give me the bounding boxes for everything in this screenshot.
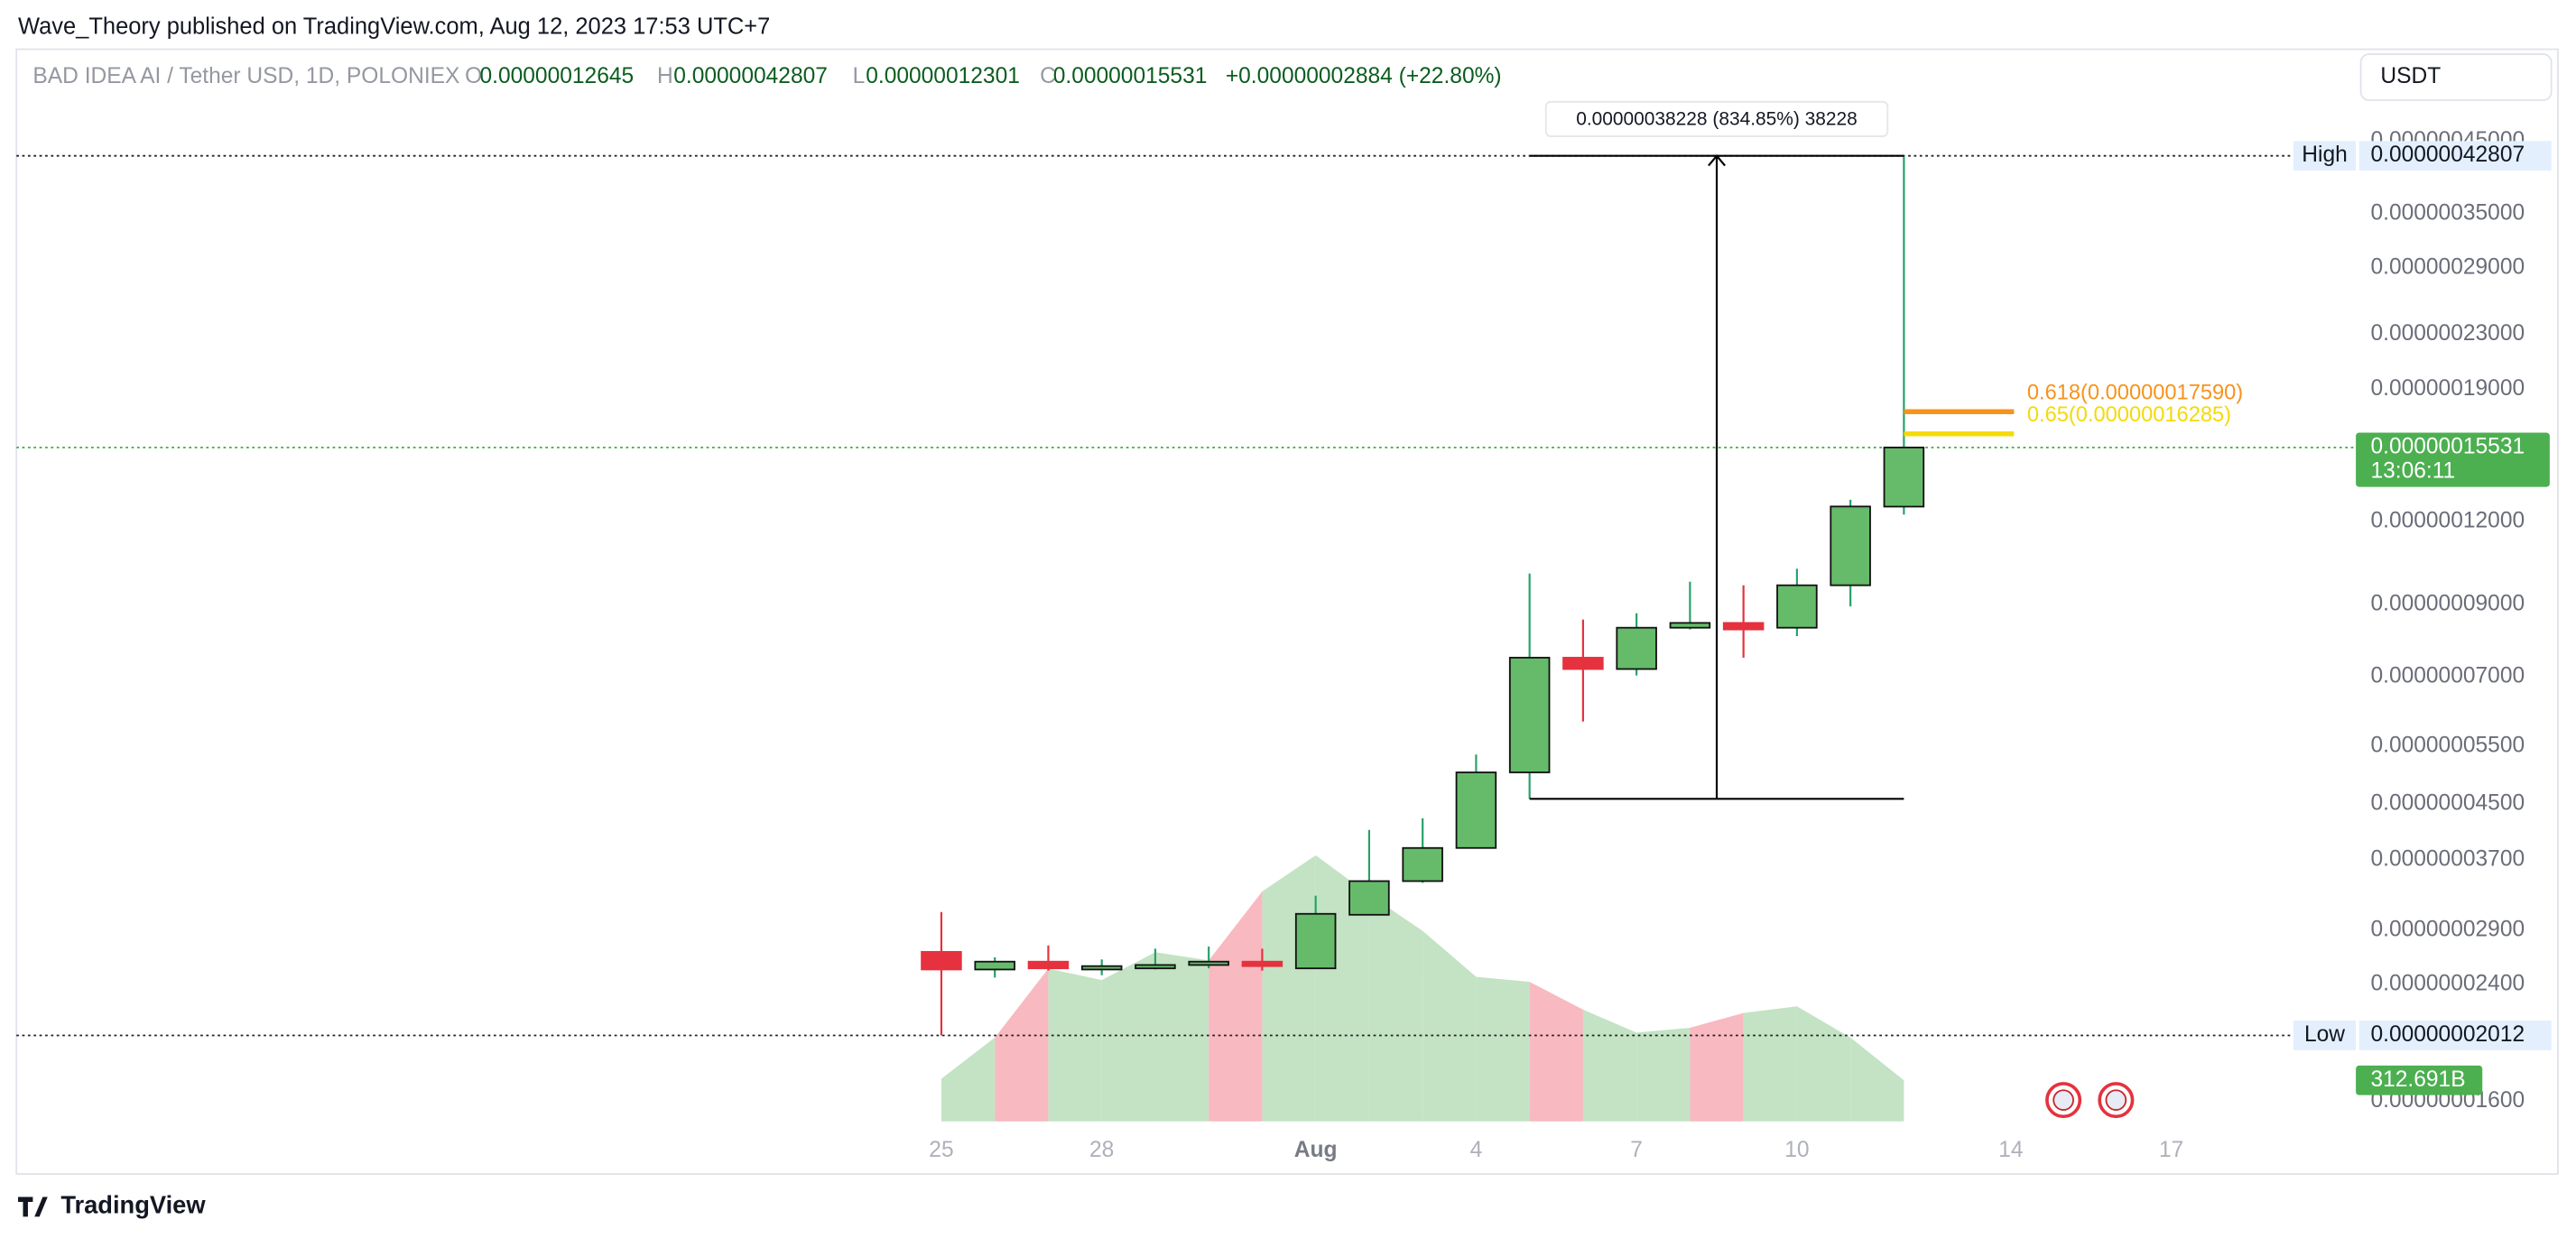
ohlc-key: C [1040, 64, 1056, 88]
x-tick-label: 10 [1784, 1138, 1809, 1162]
volume-area [1476, 976, 1530, 1122]
currency-button[interactable] [2359, 53, 2553, 101]
price-tag-name-bg [2293, 1021, 2357, 1050]
candle-body [1294, 912, 1337, 970]
price-tag-value: 0.00000042807 [2370, 143, 2525, 167]
fib-label: 0.618(0.00000017590) [2027, 381, 2243, 404]
volume-area [1529, 982, 1583, 1122]
volume-area [1422, 930, 1477, 1122]
candle-body [921, 950, 962, 971]
brand-logo [18, 1196, 48, 1217]
y-tick-label: 0.00000012000 [2370, 509, 2525, 533]
ohlc-value: 0.00000015531 [1053, 64, 1208, 88]
x-tick-label: 7 [1630, 1138, 1643, 1162]
candle-body [1188, 960, 1229, 966]
volume-area [1636, 1028, 1691, 1122]
price-tag-name: High [2302, 143, 2347, 167]
volume-label: 312.691B [2370, 1067, 2465, 1092]
measure-arrowhead [1708, 153, 1726, 167]
price-tag-bg [2358, 141, 2552, 171]
last-price-countdown: 13:06:11 [2370, 459, 2455, 484]
y-tick-label: 0.00000002400 [2370, 972, 2525, 996]
y-tick-label: 0.00000035000 [2370, 200, 2525, 225]
volume-area [1690, 1012, 1744, 1122]
price-tag-name: Low [2304, 1022, 2345, 1047]
candle-body [1830, 505, 1871, 587]
change-label: +0.00000002884 (+22.80%) [1226, 64, 1502, 88]
x-tick-label: 17 [2159, 1138, 2183, 1162]
currency-label[interactable]: USDT [2380, 64, 2441, 88]
price-tag-name-bg [2293, 141, 2357, 171]
y-tick-label: 0.00000009000 [2370, 591, 2525, 615]
volume-area [1368, 894, 1423, 1122]
volume-area [1048, 968, 1102, 1122]
candle-body [1669, 622, 1711, 629]
ohlc-value: 0.00000012301 [866, 64, 1020, 88]
x-tick-label: 14 [1998, 1138, 2023, 1162]
y-tick-label: 0.00000007000 [2370, 663, 2525, 688]
ohlc-key: H [657, 64, 673, 88]
ohlc-value: 0.00000012645 [479, 64, 634, 88]
ohlc-key: O [465, 64, 482, 88]
candle-body [974, 960, 1015, 971]
candle-body [1616, 626, 1657, 670]
symbol-title: BAD IDEA AI / Tether USD, 1D, POLONIEX [32, 64, 459, 88]
y-tick-label: 0.00000029000 [2370, 254, 2525, 279]
x-tick-label: 28 [1089, 1138, 1114, 1162]
candle-body [1722, 622, 1765, 631]
volume-area [1101, 952, 1155, 1122]
brand-name: TradingView [60, 1191, 206, 1219]
y-tick-label: 0.00000005500 [2370, 733, 2525, 757]
volume-area [1743, 1006, 1797, 1122]
price-tag-bg [2358, 1021, 2552, 1050]
event-flag-inner [2105, 1089, 2127, 1111]
volume-area [1154, 952, 1209, 1122]
volume-area [1209, 891, 1263, 1122]
x-tick-label: 25 [929, 1138, 953, 1162]
publish-info: Wave_Theory published on TradingView.com… [18, 14, 770, 40]
last-price-bg [2356, 432, 2550, 487]
volume-label-bg [2356, 1065, 2483, 1095]
candle-body [1080, 965, 1123, 971]
volume-area [1582, 1009, 1637, 1122]
measure-label: 0.00000038228 (834.85%) 38228 [1576, 108, 1858, 129]
fib-label: 0.65(0.00000016285) [2027, 403, 2231, 427]
flag-icons[interactable] [2045, 1082, 2135, 1119]
measure-label-box [1544, 100, 1889, 137]
y-tick-label: 0.00000004500 [2370, 790, 2525, 815]
last-price-value: 0.00000015531 [2370, 434, 2525, 458]
candle-body [1348, 880, 1390, 916]
volume-area [1850, 1037, 1904, 1122]
ohlc-key: L [853, 64, 866, 88]
y-tick-label: 0.00000002900 [2370, 917, 2525, 941]
x-tick-label: Aug [1294, 1138, 1338, 1162]
candle-body [1455, 771, 1497, 849]
candle-body [1402, 846, 1443, 882]
y-tick-label: 0.00000023000 [2370, 321, 2525, 346]
ohlc-value: 0.00000042807 [673, 64, 828, 88]
volume-area [995, 968, 1049, 1122]
y-tick-label: 0.00000019000 [2370, 376, 2525, 401]
volume-area [1262, 855, 1316, 1122]
candle-body [1241, 960, 1283, 967]
candle-body [1883, 447, 1925, 508]
price-tag-value: 0.00000002012 [2370, 1022, 2525, 1047]
candle-body [1027, 960, 1070, 970]
candle-body [1508, 656, 1551, 773]
volume-area [941, 1037, 996, 1122]
candle-body [1562, 656, 1604, 670]
y-tick-label: 0.00000003700 [2370, 847, 2525, 872]
candle-body [1776, 584, 1818, 629]
x-tick-label: 4 [1470, 1138, 1483, 1162]
candle-body [1135, 964, 1176, 970]
volume-area [1796, 1006, 1851, 1122]
event-flag-inner [2052, 1089, 2074, 1111]
